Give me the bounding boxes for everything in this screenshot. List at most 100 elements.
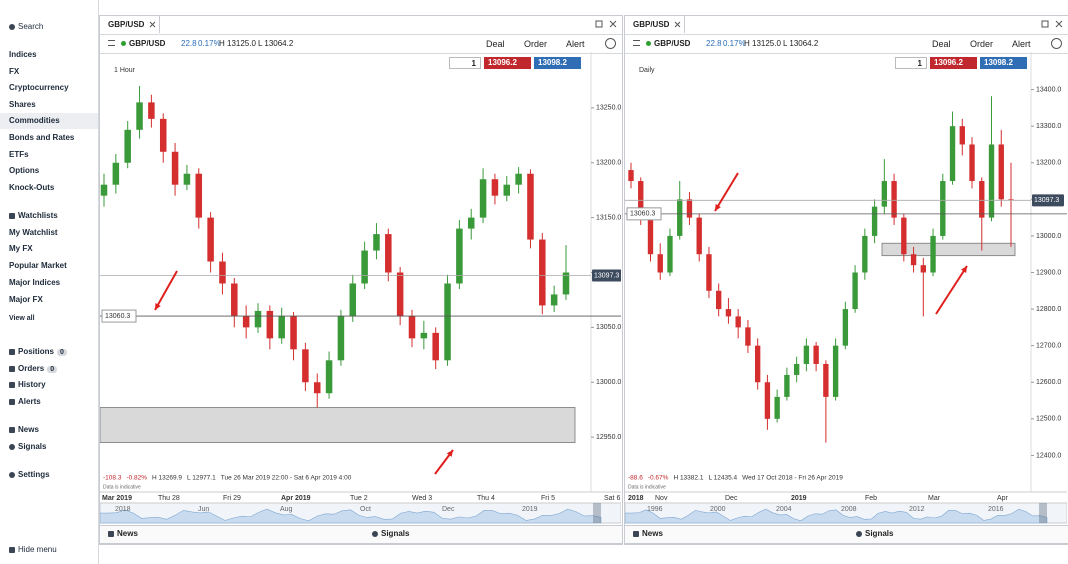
- menu-item[interactable]: View all: [9, 315, 35, 322]
- menu-item[interactable]: Search: [18, 22, 43, 31]
- navigator-label: 2016: [988, 506, 1004, 513]
- menu-item[interactable]: ETFs: [9, 150, 29, 159]
- level-label: 13060.3: [105, 313, 130, 320]
- sell-button[interactable]: 13096.2: [930, 57, 977, 69]
- candle-body: [628, 170, 634, 182]
- sell-button[interactable]: 13096.2: [484, 57, 531, 69]
- menu-item[interactable]: Knock-Outs: [9, 183, 54, 192]
- menu-label: Indices: [9, 50, 37, 59]
- menu-item[interactable]: Bonds and Rates: [9, 133, 74, 142]
- menu-item[interactable]: Orders 0: [18, 364, 58, 373]
- menu-icon: [9, 547, 15, 553]
- candle-body: [278, 316, 285, 339]
- candle-body: [667, 235, 673, 273]
- candle-body: [183, 173, 191, 185]
- status-dot: [646, 41, 651, 46]
- action-button[interactable]: Order: [524, 39, 548, 49]
- menu-item[interactable]: Indices: [9, 50, 37, 59]
- menu-icon: [9, 427, 15, 433]
- y-tick-label: 13250.0: [596, 105, 621, 112]
- menu-label: Signals: [18, 442, 47, 451]
- menu-item[interactable]: Popular Market: [9, 261, 67, 270]
- menu-item[interactable]: News: [18, 425, 39, 434]
- menu-item[interactable]: Hide menu: [18, 545, 57, 554]
- data-note: Data is indicative: [628, 484, 666, 490]
- candle-body: [456, 228, 463, 284]
- action-button[interactable]: Alert: [566, 39, 585, 49]
- menu-item[interactable]: Major FX: [9, 295, 43, 304]
- navigator-label: Oct: [360, 506, 371, 513]
- action-button[interactable]: Order: [970, 39, 994, 49]
- menu-item[interactable]: Major Indices: [9, 278, 60, 287]
- menu-icon: [633, 40, 640, 46]
- y-tick-label: 13200.0: [596, 160, 621, 167]
- candle-body: [832, 345, 839, 397]
- candle-body: [745, 327, 751, 346]
- menu-label: View all: [9, 315, 35, 322]
- menu-item[interactable]: Commodities: [9, 116, 60, 125]
- candle-body: [171, 151, 179, 185]
- tab[interactable]: GBP/USD: [627, 16, 685, 33]
- menu-item[interactable]: My Watchlist: [9, 228, 58, 237]
- buy-button[interactable]: 13098.2: [534, 57, 581, 69]
- price-label: 13097.3: [594, 272, 619, 279]
- tab[interactable]: GBP/USD: [102, 16, 160, 33]
- bottom-tab[interactable]: News: [117, 529, 138, 538]
- candle-body: [325, 360, 333, 394]
- quantity[interactable]: 1: [449, 57, 481, 69]
- action-button[interactable]: Deal: [486, 39, 505, 49]
- menu-item[interactable]: My FX: [9, 244, 33, 253]
- buy-button[interactable]: 13098.2: [980, 57, 1027, 69]
- menu-item[interactable]: FX: [9, 67, 19, 76]
- footer-range: Wed 17 Oct 2018 - Fri 26 Apr 2019: [742, 475, 843, 482]
- navigator-window: [1039, 503, 1047, 523]
- candle-body: [891, 181, 897, 218]
- x-label: Sat 6: [604, 495, 620, 502]
- candle-body: [735, 316, 741, 328]
- x-label: Wed 3: [412, 495, 432, 502]
- candle-body: [444, 283, 451, 361]
- status-dot: [121, 41, 126, 46]
- action-button[interactable]: Alert: [1012, 39, 1031, 49]
- navigator-label: 2000: [710, 506, 726, 513]
- zone: [100, 407, 576, 444]
- candle-body: [920, 265, 926, 273]
- arrow: [154, 270, 178, 311]
- menu-item[interactable]: Alerts: [18, 397, 41, 406]
- action-button[interactable]: Deal: [932, 39, 951, 49]
- candle-body: [396, 272, 404, 317]
- price-label-box: [592, 269, 621, 282]
- menu-icon: [9, 366, 15, 372]
- y-tick-label: 13300.0: [1036, 123, 1061, 130]
- x-label: Fri 5: [541, 495, 555, 502]
- bottom-tab[interactable]: Signals: [381, 529, 410, 538]
- navigator-label: 2004: [776, 506, 792, 513]
- navigator-label: 2019: [522, 506, 538, 513]
- candle-body: [979, 181, 985, 218]
- bottom-tab[interactable]: News: [642, 529, 663, 538]
- menu-item[interactable]: Watchlists: [18, 211, 58, 220]
- menu-label: Bonds and Rates: [9, 133, 75, 142]
- change-pct: 0.17%: [198, 39, 221, 48]
- menu-item[interactable]: History: [18, 380, 46, 389]
- info-icon[interactable]: [1051, 38, 1062, 49]
- x-label: 2019: [791, 495, 807, 502]
- candle-body: [793, 363, 800, 375]
- bottom-tab[interactable]: Signals: [865, 529, 894, 538]
- menu-item[interactable]: Positions 0: [18, 347, 67, 356]
- navigator-label: 2008: [841, 506, 857, 513]
- candle-body: [349, 283, 357, 317]
- menu-label: Cryptocurrency: [9, 83, 69, 92]
- candle-body: [647, 217, 654, 255]
- menu-item[interactable]: Shares: [9, 100, 36, 109]
- menu-item[interactable]: Settings: [18, 470, 50, 479]
- info-icon[interactable]: [605, 38, 616, 49]
- quantity[interactable]: 1: [895, 57, 927, 69]
- menu-label: Search: [18, 22, 44, 31]
- menu-item[interactable]: Options: [9, 166, 39, 175]
- menu-item[interactable]: Signals: [18, 442, 46, 451]
- menu-item[interactable]: Cryptocurrency: [9, 83, 69, 92]
- price-label: 13097.3: [1034, 197, 1059, 204]
- candle-body: [159, 118, 167, 152]
- candle-body: [813, 345, 819, 364]
